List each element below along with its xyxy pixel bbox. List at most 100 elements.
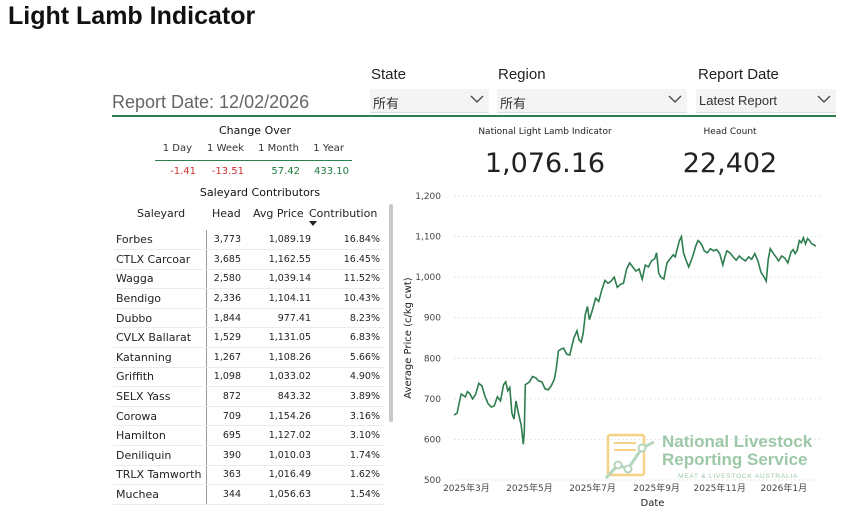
- table-row[interactable]: Forbes 3,773 1,089.19 16.84%: [113, 230, 384, 251]
- chevron-down-icon: [470, 95, 484, 103]
- report-date-filter-label: Report Date: [698, 66, 779, 83]
- table-row[interactable]: TRLX Tamworth 363 1,016.49 1.62%: [113, 465, 384, 486]
- x-tick-label: 2025年7月: [569, 482, 616, 494]
- saleyard-name-cell: TRLX Tamworth: [113, 465, 206, 486]
- col-header-head[interactable]: Head: [212, 207, 241, 220]
- table-row[interactable]: Katanning 1,267 1,108.26 5.66%: [113, 347, 384, 368]
- table-row[interactable]: SELX Yass 872 843.32 3.89%: [113, 386, 384, 407]
- head-cell: 2,336: [205, 288, 244, 309]
- region-dropdown[interactable]: 所有: [497, 89, 687, 113]
- avg-price-cell: 1,039.14: [244, 269, 314, 290]
- sort-desc-icon[interactable]: [308, 220, 318, 227]
- head-cell: 3,685: [205, 249, 244, 270]
- report-date-dropdown[interactable]: Latest Report: [696, 89, 836, 113]
- chevron-down-icon: [817, 95, 831, 103]
- report-date-dropdown-value: Latest Report: [699, 93, 778, 108]
- avg-price-cell: 1,056.63: [244, 484, 314, 505]
- saleyard-name-cell: Wagga: [113, 269, 206, 290]
- change-value-1month: 57.42: [271, 166, 300, 177]
- contribution-cell: 5.66%: [314, 347, 384, 368]
- contribution-cell: 4.90%: [314, 367, 384, 388]
- head-cell: 1,098: [205, 367, 244, 388]
- contribution-cell: 6.83%: [314, 327, 384, 349]
- contribution-cell: 1.54%: [314, 484, 384, 505]
- saleyard-name-cell: CTLX Carcoar: [113, 249, 206, 270]
- contribution-cell: 16.45%: [314, 249, 384, 270]
- table-row[interactable]: CTLX Carcoar 3,685 1,162.55 16.45%: [113, 249, 384, 270]
- table-row[interactable]: Muchea 344 1,056.63 1.54%: [113, 484, 384, 505]
- contribution-cell: 1.74%: [314, 445, 384, 466]
- page-title: Light Lamb Indicator: [8, 2, 256, 30]
- saleyard-table-title: Saleyard Contributors: [199, 186, 321, 199]
- head-cell: 1,844: [205, 308, 244, 329]
- chart-gridlines: [454, 195, 821, 481]
- head-cell: 2,580: [205, 269, 244, 290]
- head-count-label: Head Count: [703, 127, 757, 137]
- state-filter-label: State: [371, 66, 407, 83]
- table-row[interactable]: Griffith 1,098 1,033.02 4.90%: [113, 367, 384, 388]
- avg-price-cell: 1,033.02: [244, 367, 314, 388]
- change-over-divider: [155, 160, 352, 161]
- y-tick-label: 1,200: [415, 192, 441, 202]
- series-line: [453, 233, 817, 445]
- header-divider: [112, 115, 836, 117]
- contribution-cell: 3.89%: [314, 386, 384, 407]
- head-cell: 872: [205, 386, 244, 407]
- table-row[interactable]: Deniliquin 390 1,010.03 1.74%: [113, 445, 384, 466]
- col-header-contribution[interactable]: Contribution: [309, 207, 378, 220]
- y-tick-label: 600: [424, 435, 441, 445]
- y-axis-ticks: 500 600 700 800 900 1,000 1,100 1,200: [415, 192, 441, 486]
- table-row[interactable]: Bendigo 2,336 1,104.11 10.43%: [113, 288, 384, 309]
- col-header-saleyard[interactable]: Saleyard: [137, 207, 186, 220]
- table-scrollbar[interactable]: [389, 204, 393, 422]
- col-header-avg-price[interactable]: Avg Price: [253, 207, 304, 220]
- y-tick-label: 1,000: [415, 273, 441, 283]
- saleyard-name-cell: Deniliquin: [113, 445, 206, 466]
- table-row[interactable]: Corowa 709 1,154.26 3.16%: [113, 406, 384, 427]
- table-row[interactable]: Hamilton 695 1,127.02 3.10%: [113, 425, 384, 447]
- region-dropdown-value: 所有: [500, 96, 527, 111]
- contribution-cell: 11.52%: [314, 269, 384, 290]
- avg-price-cell: 1,108.26: [244, 347, 314, 368]
- head-cell: 3,773: [205, 230, 244, 251]
- table-row[interactable]: Dubbo 1,844 977.41 8.23%: [113, 308, 384, 329]
- x-tick-label: 2025年3月: [443, 482, 490, 494]
- chevron-down-icon: [668, 95, 682, 103]
- x-axis-ticks: 2025年3月 2025年5月 2025年7月 2025年9月 2025年11月 2026…: [443, 482, 807, 494]
- contribution-cell: 10.43%: [314, 288, 384, 309]
- saleyard-name-cell: SELX Yass: [113, 386, 206, 407]
- report-date-text: Report Date: 12/02/2026: [112, 92, 310, 112]
- saleyard-name-cell: CVLX Ballarat: [113, 327, 206, 349]
- saleyard-name-cell: Katanning: [113, 347, 206, 368]
- saleyard-table-body: Forbes 3,773 1,089.19 16.84% CTLX Carcoar 3,6…: [113, 230, 384, 505]
- contribution-cell: 3.10%: [314, 425, 384, 447]
- head-cell: 1,529: [205, 327, 244, 349]
- region-filter-label: Region: [498, 66, 546, 83]
- avg-price-cell: 1,010.03: [244, 445, 314, 466]
- head-cell: 390: [205, 445, 244, 466]
- x-tick-label: 2025年5月: [506, 482, 553, 494]
- table-row[interactable]: CVLX Ballarat 1,529 1,131.05 6.83%: [113, 327, 384, 349]
- watermark-line3: MEAT & LIVESTOCK AUSTRALIA: [678, 473, 798, 480]
- head-cell: 695: [205, 425, 244, 447]
- avg-price-cell: 1,162.55: [244, 249, 314, 270]
- avg-price-cell: 1,016.49: [244, 465, 314, 486]
- saleyard-name-cell: Forbes: [113, 230, 206, 251]
- table-row[interactable]: Wagga 2,580 1,039.14 11.52%: [113, 269, 384, 290]
- change-header-1day: 1 Day: [162, 143, 192, 154]
- y-axis-title: Average Price (c/kg cwt): [403, 277, 414, 399]
- saleyard-name-cell: Corowa: [113, 406, 206, 427]
- x-tick-label: 2026年1月: [760, 482, 807, 494]
- saleyard-name-cell: Hamilton: [113, 425, 206, 447]
- avg-price-cell: 1,131.05: [244, 327, 314, 349]
- y-tick-label: 800: [424, 354, 441, 364]
- change-value-1year: 433.10: [314, 166, 349, 177]
- state-dropdown[interactable]: 所有: [370, 89, 489, 113]
- saleyard-name-cell: Bendigo: [113, 288, 206, 309]
- watermark-line2: Reporting Service: [662, 450, 808, 469]
- x-tick-label: 2025年11月: [694, 482, 746, 494]
- x-axis-title: Date: [641, 498, 665, 509]
- change-header-1week: 1 Week: [207, 143, 244, 154]
- change-header-1year: 1 Year: [313, 143, 344, 154]
